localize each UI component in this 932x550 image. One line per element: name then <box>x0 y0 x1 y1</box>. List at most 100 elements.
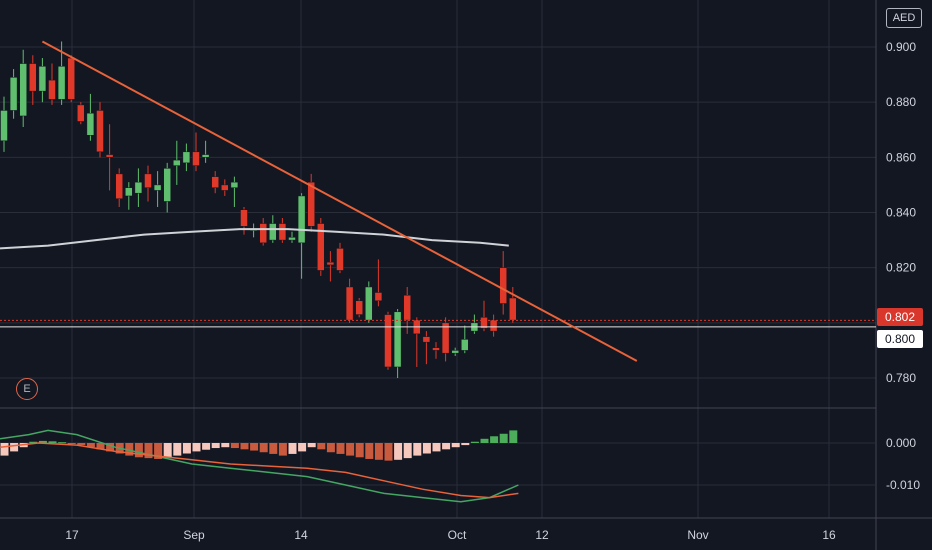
histogram-bar <box>336 443 345 454</box>
last-price-tag: 0.802 <box>877 308 923 326</box>
candle-body <box>393 311 402 368</box>
candle-body <box>67 57 75 100</box>
histogram-bar <box>221 443 230 448</box>
macd-line <box>0 429 519 503</box>
candle-body <box>288 237 296 241</box>
histogram-bar <box>403 443 412 459</box>
candle-body <box>77 104 85 122</box>
histogram-bar <box>48 441 57 443</box>
trendline <box>41 40 638 362</box>
price-tick-label: 0.780 <box>886 371 916 385</box>
candle-body <box>326 261 335 266</box>
histogram-bar <box>144 443 153 459</box>
candle-body <box>345 286 354 321</box>
moving-average-line <box>0 228 509 250</box>
candle-body <box>48 79 56 100</box>
histogram-bar <box>211 443 220 449</box>
histogram-bar <box>461 443 470 446</box>
histogram-bar <box>374 443 383 460</box>
candle-body <box>38 66 47 92</box>
currency-label[interactable]: AED <box>886 8 922 28</box>
histogram-bar <box>288 443 297 454</box>
candle-body <box>0 110 8 142</box>
time-tick-label: Sep <box>183 528 205 542</box>
histogram-bar <box>58 442 67 444</box>
candle-body <box>432 347 440 351</box>
event-badge[interactable]: E <box>16 378 38 400</box>
histogram-bar <box>38 440 47 443</box>
candle-body <box>297 195 306 244</box>
histogram-bar <box>384 443 393 461</box>
histogram-bar <box>355 443 364 458</box>
candle-body <box>307 181 315 227</box>
candle-body <box>153 184 162 191</box>
candle-body <box>144 173 152 188</box>
candle-body <box>115 173 123 199</box>
histogram-bar <box>240 443 249 450</box>
histogram-bar <box>432 443 441 452</box>
time-tick-label: Oct <box>448 528 467 542</box>
histogram-bar <box>29 441 38 443</box>
signal-line <box>0 442 519 499</box>
histogram-bar <box>422 443 431 454</box>
osc-tick-label: -0.010 <box>886 478 920 492</box>
candle-body <box>125 187 133 197</box>
histogram-bar <box>154 443 163 459</box>
histogram-bar <box>173 443 182 456</box>
candle-body <box>365 286 373 321</box>
candles <box>0 41 517 378</box>
histogram-bar <box>202 443 211 450</box>
histogram-bar <box>230 443 239 449</box>
histogram-bar <box>10 443 19 452</box>
histogram-bar <box>298 443 307 452</box>
candle-body <box>96 110 104 153</box>
histogram-bar <box>490 436 499 443</box>
histogram-bar <box>499 433 508 443</box>
histogram-bar <box>77 443 86 446</box>
candle-body <box>201 154 210 158</box>
histogram-bar <box>442 443 451 450</box>
time-tick-label: 12 <box>535 528 549 542</box>
candle-body <box>355 300 363 315</box>
candle-body <box>29 63 37 92</box>
histogram-bar <box>250 443 259 451</box>
candle-body <box>317 223 325 271</box>
price-tick-label: 0.900 <box>886 40 916 54</box>
histogram-bar <box>134 443 143 458</box>
candle-body <box>230 181 239 188</box>
candle-body <box>461 339 469 351</box>
candle-body <box>451 350 459 354</box>
time-tick-label: Nov <box>687 528 708 542</box>
price-tick-label: 0.840 <box>886 206 916 220</box>
candle-body <box>192 151 200 166</box>
candle-body <box>384 314 392 368</box>
histogram-bar <box>163 443 172 458</box>
candle-body <box>19 63 27 117</box>
oscillator-pane <box>0 429 519 503</box>
time-tick-label: 16 <box>822 528 836 542</box>
candle-body <box>509 297 517 321</box>
histogram-bar <box>269 443 278 454</box>
histogram-bar <box>346 443 355 456</box>
histogram-bar <box>96 443 105 450</box>
candle-body <box>374 292 383 302</box>
histogram-bar <box>365 443 374 459</box>
histogram-bar <box>106 443 115 452</box>
histogram-bar <box>413 443 422 456</box>
candle-body <box>259 223 267 244</box>
osc-tick-label: 0.000 <box>886 436 916 450</box>
candle-body <box>240 209 248 227</box>
histogram-bar <box>86 443 95 448</box>
candle-body <box>134 181 143 194</box>
time-tick-label: 14 <box>294 528 308 542</box>
candle-body <box>336 248 344 271</box>
price-tick-label: 0.860 <box>886 150 916 164</box>
candle-body <box>173 159 181 166</box>
price-tick-label: 0.820 <box>886 261 916 275</box>
axes: 0.900 0.880 0.860 0.840 0.820 0.780 0.000 -0.01… <box>65 40 920 542</box>
histogram-bar <box>125 443 134 456</box>
histogram-bar <box>480 438 489 443</box>
time-tick-label: 17 <box>65 528 79 542</box>
